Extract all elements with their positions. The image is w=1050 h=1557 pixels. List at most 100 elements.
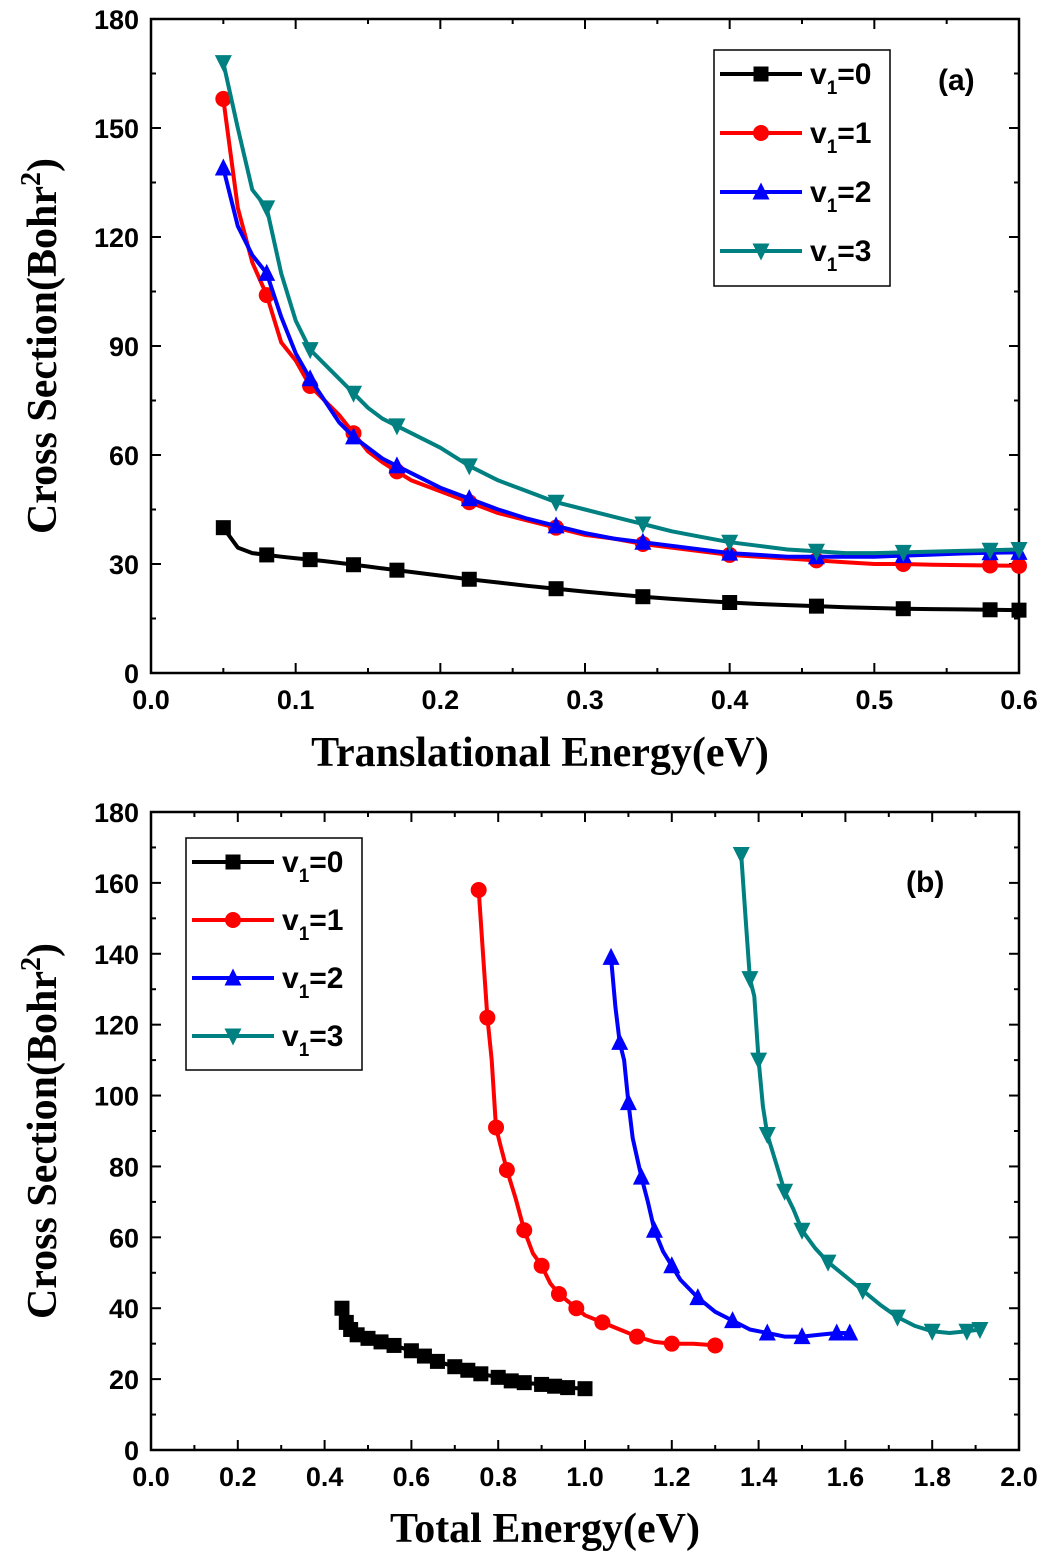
x-tick-label: 1.2 (653, 1462, 691, 1492)
legend-label-base: v (810, 58, 827, 91)
x-tick-label: 0.4 (711, 685, 749, 715)
data-point (741, 971, 759, 989)
data-point (888, 1309, 906, 1327)
legend-label-sub: 1 (827, 78, 838, 99)
legend-label-sub: 1 (827, 255, 838, 276)
legend-label-sub: 1 (299, 866, 310, 887)
legend-label-base: v (282, 962, 299, 995)
x-tick-label: 0.0 (132, 685, 170, 715)
data-point (808, 598, 824, 614)
legend-label-base: v (282, 904, 299, 937)
legend-items-b: v1=0v1=1v1=2v1=3 (192, 846, 343, 1061)
y-tick-label: 120 (94, 1011, 139, 1041)
data-point (550, 1286, 567, 1303)
panel-label-b: (b) (906, 866, 944, 899)
data-point (373, 1334, 389, 1350)
legend-label-sub: 1 (299, 924, 310, 945)
legend-marker (752, 243, 770, 261)
legend-label-base: v (810, 117, 827, 150)
data-point (547, 1378, 563, 1394)
y-axis-title-b-main: Cross Section(Bohr (20, 971, 66, 1319)
x-tick-label: 0.6 (393, 1462, 431, 1492)
series-layer-a (214, 55, 1028, 618)
data-point (516, 1222, 533, 1239)
y-tick-label: 20 (109, 1365, 139, 1395)
legend-label-base: v (810, 235, 827, 268)
legend-label: v1=1 (282, 904, 343, 945)
legend-label-rest: =2 (837, 176, 871, 209)
legend-label-base: v (282, 1020, 299, 1053)
series-line (221, 98, 1020, 568)
data-point (389, 562, 405, 578)
data-point (461, 571, 477, 587)
data-point (981, 542, 999, 560)
legend-label-base: v (282, 846, 299, 879)
legend-marker (224, 1028, 242, 1046)
data-point (490, 1369, 506, 1385)
data-point (758, 1323, 776, 1341)
panel-b: 0.0 0.2 0.4 0.6 0.8 1.0 1.2 1.4 1.6 1.8 2.0 0 20 40 60… (16, 798, 1038, 1552)
data-point (1010, 541, 1028, 559)
data-point (828, 1323, 846, 1341)
data-point (488, 1119, 505, 1136)
x-tick-label: 2.0 (1000, 1462, 1038, 1492)
legend-label-rest: =0 (837, 58, 871, 91)
data-point (750, 1052, 768, 1070)
x-tick-label: 0.3 (566, 685, 604, 715)
data-point (547, 494, 565, 512)
data-point (534, 1376, 550, 1392)
y-tick-label: 100 (94, 1082, 139, 1112)
y-axis-title-b: Cross Section(Bohr2) (16, 943, 66, 1319)
y-axis-title-a-main: Cross Section(Bohr (20, 186, 66, 534)
data-point (982, 602, 998, 618)
data-point (758, 1127, 776, 1145)
data-point (460, 458, 478, 476)
data-point (645, 1220, 663, 1238)
series-line (221, 62, 1020, 556)
x-tick-label: 1.4 (740, 1462, 778, 1492)
legend-marker (753, 125, 769, 141)
legend-label-sub: 1 (827, 196, 838, 217)
series-v1=0 (334, 1300, 593, 1397)
series-line (221, 167, 1020, 559)
legend-marker (752, 182, 770, 200)
x-tick-label: 0.2 (422, 685, 460, 715)
legend-item: v1=2 (720, 176, 871, 217)
series-line (739, 854, 981, 1335)
data-point (214, 158, 232, 176)
data-point (533, 1257, 550, 1274)
data-point (345, 427, 363, 445)
legend-label: v1=0 (282, 846, 343, 887)
y-tick-label: 150 (94, 114, 139, 144)
data-point (1011, 602, 1027, 618)
legend-label-sub: 1 (299, 982, 310, 1003)
legend-item: v1=3 (192, 1020, 343, 1061)
data-point (568, 1300, 585, 1317)
data-point (722, 595, 738, 611)
data-point (689, 1288, 707, 1306)
legend-label-sub: 1 (299, 1040, 310, 1061)
y-tick-label: 180 (94, 5, 139, 35)
legend-a: v1=0v1=1v1=2v1=3 (713, 49, 891, 287)
data-point (854, 1283, 872, 1300)
data-point (793, 1222, 811, 1240)
data-point (302, 552, 318, 568)
series-v1=3 (214, 55, 1028, 562)
y-tick-label: 0 (124, 1436, 139, 1466)
data-point (388, 456, 406, 474)
data-point (560, 1380, 576, 1396)
data-point (807, 543, 825, 561)
legend-label-sub: 1 (827, 137, 838, 158)
data-point (301, 342, 319, 360)
data-point (721, 543, 739, 561)
x-axis-title-a: Translational Energy(eV) (311, 730, 769, 776)
data-point (895, 601, 911, 617)
data-point (663, 1256, 681, 1274)
legend-item: v1=3 (720, 235, 871, 276)
legend-label: v1=2 (810, 176, 871, 217)
data-point (721, 534, 739, 552)
series-v1=1 (470, 881, 724, 1354)
data-point (215, 90, 232, 107)
data-point (732, 847, 750, 865)
data-point (707, 1337, 724, 1354)
